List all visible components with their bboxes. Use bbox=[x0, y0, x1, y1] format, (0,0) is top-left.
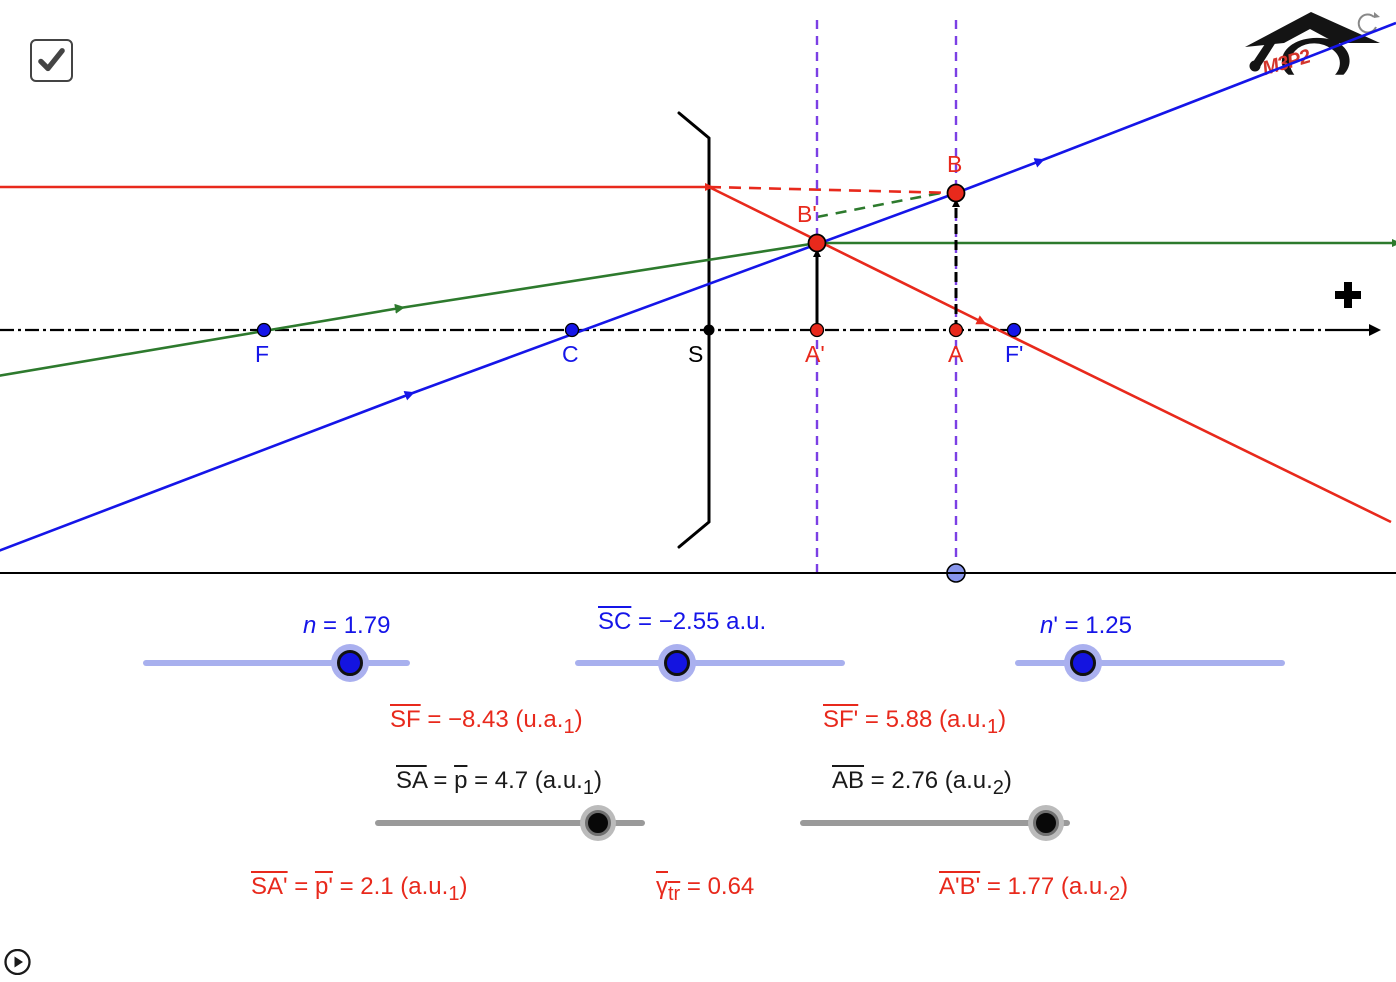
svg-text:A': A' bbox=[805, 341, 825, 367]
svg-text:B: B bbox=[947, 151, 962, 177]
svg-text:C: C bbox=[562, 341, 579, 367]
svg-text:A: A bbox=[948, 341, 964, 367]
svg-text:B': B' bbox=[797, 201, 817, 227]
svg-text:F: F bbox=[255, 341, 269, 367]
svg-text:S: S bbox=[688, 341, 703, 367]
svg-text:F': F' bbox=[1005, 341, 1023, 367]
